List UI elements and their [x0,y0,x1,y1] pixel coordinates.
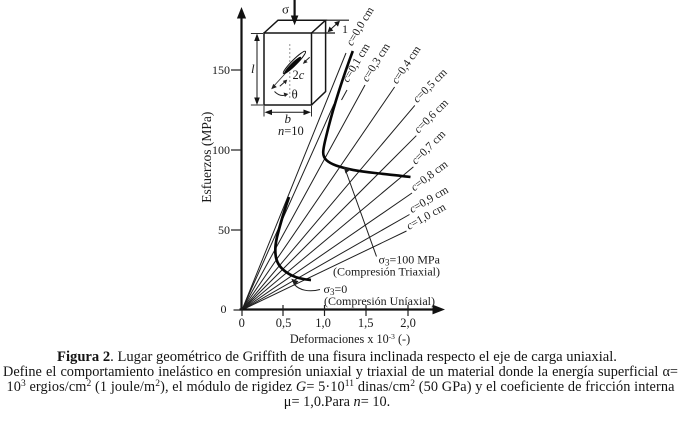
svg-text:l: l [251,61,255,76]
svg-text:1,5: 1,5 [358,316,374,330]
svg-text:0: 0 [221,302,227,316]
svg-text:b: b [285,111,292,126]
svg-text:σ3=100 MPa: σ3=100 MPa [379,252,441,267]
svg-text:Esfuerzos (MPa): Esfuerzos (MPa) [199,112,214,203]
svg-text:(Compresión Triaxial): (Compresión Triaxial) [333,264,440,278]
svg-text:σ3=0: σ3=0 [324,282,348,297]
svg-text:θ: θ [292,87,298,102]
svg-text:1,0: 1,0 [315,316,331,330]
svg-text:1: 1 [342,22,348,36]
svg-text:50: 50 [218,223,230,237]
svg-text:2,0: 2,0 [400,316,416,330]
svg-text:c=0,0 cm: c=0,0 cm [344,5,376,48]
svg-text:0,5: 0,5 [276,316,292,330]
svg-text:c=0,4 cm: c=0,4 cm [390,44,424,86]
svg-text:Deformaciones x 10-3 (-): Deformaciones x 10-3 (-) [290,332,410,346]
svg-text:(Compresión Uníaxial): (Compresión Uníaxial) [324,294,435,308]
svg-text:n=10: n=10 [278,124,304,138]
svg-text:2c: 2c [293,68,305,82]
svg-text:100: 100 [212,143,230,157]
svg-text:150: 150 [212,63,230,77]
svg-text:σ: σ [282,2,289,17]
svg-text:0: 0 [239,316,245,330]
